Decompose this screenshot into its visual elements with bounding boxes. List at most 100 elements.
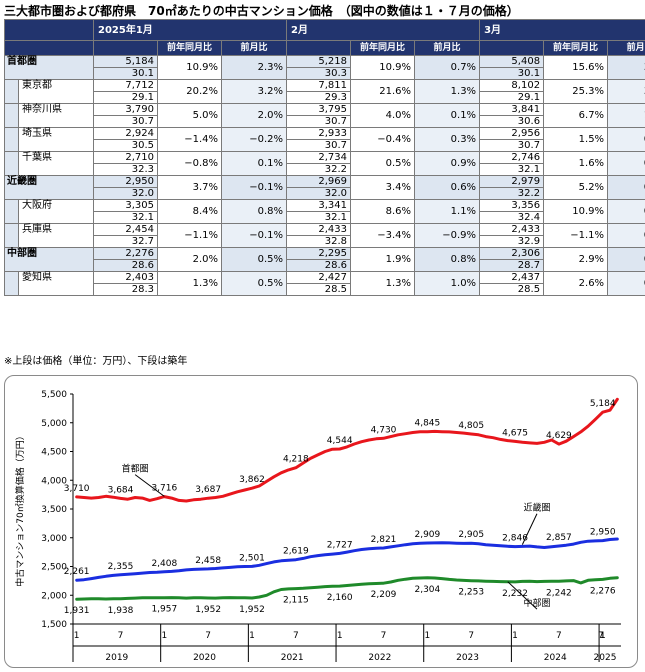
table-row: 首都圏 5,184 10.9% 2.3% 5,218 10.9% 0.7% 5,408 15.6… bbox=[4, 55, 645, 80]
data-label-chubu: 2,209 bbox=[371, 590, 397, 600]
data-label-shutoken: 3,716 bbox=[151, 484, 177, 494]
yoy-cell: 2.6% bbox=[543, 271, 609, 296]
y-tick-label: 5,000 bbox=[41, 419, 67, 429]
month-header-1: 2025年1月 bbox=[92, 19, 288, 41]
mom-cell: 0.4% bbox=[607, 151, 645, 176]
x-month-label: 1 bbox=[512, 631, 518, 641]
age-cell: 28.7 bbox=[479, 259, 545, 272]
age-cell: 29.3 bbox=[286, 91, 352, 104]
series-tag-chubu: 中部圏 bbox=[523, 597, 550, 609]
data-label-kinki: 2,821 bbox=[371, 535, 397, 545]
yoy-cell: −0.8% bbox=[157, 151, 222, 176]
indent-spacer bbox=[4, 127, 19, 152]
data-label-kinki: 2,950 bbox=[590, 528, 616, 538]
subheader-corner bbox=[4, 40, 94, 56]
table-row-age: 30.7 30.7 30.6 bbox=[5, 115, 645, 128]
x-month-label: 1 bbox=[249, 631, 255, 641]
price-cell: 8,102 bbox=[479, 79, 545, 92]
x-year-label: 2023 bbox=[456, 653, 479, 663]
age-cell: 30.3 bbox=[286, 67, 352, 80]
mom-cell: 3.6% bbox=[607, 55, 645, 80]
prefecture-name: 大阪府 bbox=[18, 199, 94, 224]
prefecture-name: 埼玉県 bbox=[18, 127, 94, 152]
age-cell: 32.8 bbox=[286, 235, 352, 248]
price-cell: 2,950 bbox=[93, 175, 158, 188]
series-tag-leader bbox=[134, 474, 165, 497]
yoy-cell: 1.6% bbox=[543, 151, 609, 176]
age-cell: 28.6 bbox=[286, 259, 352, 272]
mom-cell: 0.0% bbox=[607, 223, 645, 248]
indent-spacer bbox=[4, 199, 19, 224]
mom-cell: −0.1% bbox=[220, 175, 288, 200]
table-row-age: 28.3 28.5 28.5 bbox=[5, 283, 645, 296]
age-cell: 32.4 bbox=[479, 211, 545, 224]
table-row: 近畿圏2,9503.7%−0.1%2,9693.4%0.6%2,9795.2%0… bbox=[4, 175, 645, 200]
price-cell: 2,969 bbox=[286, 175, 352, 188]
subheader-yoy: 前年同月比 bbox=[543, 40, 609, 56]
yoy-cell: 20.2% bbox=[157, 79, 222, 104]
table-row: 愛知県2,4031.3%0.5%2,4271.3%1.0%2,4372.6%0.… bbox=[4, 271, 645, 296]
x-month-label: 7 bbox=[598, 631, 604, 641]
table-header-row: 2025年1月 2月 3月 bbox=[4, 19, 645, 41]
age-cell: 30.6 bbox=[479, 115, 545, 128]
data-label-kinki: 2,905 bbox=[458, 530, 484, 540]
subheader-price bbox=[286, 40, 352, 56]
price-cell: 3,341 bbox=[286, 199, 352, 212]
mom-cell: 0.5% bbox=[607, 247, 645, 272]
series-line-kinki bbox=[75, 537, 619, 582]
indent-spacer bbox=[4, 151, 19, 176]
yoy-cell: 4.0% bbox=[350, 103, 416, 128]
age-cell: 32.0 bbox=[286, 187, 352, 200]
table-row-age: 32.3 32.2 32.1 bbox=[5, 163, 645, 176]
price-cell: 2,276 bbox=[93, 247, 158, 260]
age-cell: 32.3 bbox=[93, 163, 158, 176]
x-month-label: 7 bbox=[205, 631, 211, 641]
price-table: 2025年1月 2月 3月 前年同月比 前月比 前年同月比 前月比 前年同月比 … bbox=[4, 19, 645, 296]
indent-spacer bbox=[4, 223, 19, 248]
yoy-cell: 6.7% bbox=[543, 103, 609, 128]
mom-cell: 3.7% bbox=[607, 79, 645, 104]
yoy-cell: −1.4% bbox=[157, 127, 222, 152]
yoy-cell: 15.6% bbox=[543, 55, 609, 80]
subheader-price bbox=[93, 40, 158, 56]
table-row-age: 30.5 30.7 30.7 bbox=[5, 139, 645, 152]
x-year-label: 2019 bbox=[105, 653, 128, 663]
x-month-label: 1 bbox=[600, 631, 606, 641]
x-month-label: 7 bbox=[293, 631, 299, 641]
data-label-shutoken: 4,218 bbox=[283, 455, 309, 465]
price-cell: 2,956 bbox=[479, 127, 545, 140]
prefecture-name: 東京都 bbox=[18, 79, 94, 104]
age-cell: 29.1 bbox=[479, 91, 545, 104]
prefecture-name: 兵庫県 bbox=[18, 223, 94, 248]
mom-cell: 0.8% bbox=[414, 247, 481, 272]
price-cell: 2,933 bbox=[286, 127, 352, 140]
data-label-chubu: 2,304 bbox=[414, 585, 440, 595]
data-label-kinki: 2,261 bbox=[64, 567, 90, 577]
yoy-cell: 1.3% bbox=[350, 271, 416, 296]
table-row: 兵庫県 2,454 −1.1% −0.1% 2,433 −3.4% −0.9% 2,433 −1… bbox=[4, 223, 645, 248]
price-cell: 2,979 bbox=[479, 175, 545, 188]
data-label-shutoken: 4,845 bbox=[414, 419, 440, 429]
x-year-label: 2024 bbox=[544, 653, 567, 663]
data-label-shutoken: 4,805 bbox=[458, 421, 484, 431]
yoy-cell: 1.5% bbox=[543, 127, 609, 152]
y-tick-label: 3,500 bbox=[41, 505, 67, 515]
mom-cell: 0.3% bbox=[607, 175, 645, 200]
mom-cell: 0.8% bbox=[220, 199, 288, 224]
y-tick-label: 3,000 bbox=[41, 534, 67, 544]
mom-cell: 2.3% bbox=[220, 55, 288, 80]
subheader-mom: 前月比 bbox=[607, 40, 645, 56]
age-cell: 29.1 bbox=[93, 91, 158, 104]
prefecture-name: 千葉県 bbox=[18, 151, 94, 176]
yoy-cell: 8.4% bbox=[157, 199, 222, 224]
price-cell: 3,305 bbox=[93, 199, 158, 212]
y-tick-label: 1,500 bbox=[41, 620, 67, 630]
price-cell: 3,795 bbox=[286, 103, 352, 116]
price-cell: 3,356 bbox=[479, 199, 545, 212]
table-subheader-row: 前年同月比 前月比 前年同月比 前月比 前年同月比 前月比 bbox=[4, 40, 645, 56]
mom-cell: 1.0% bbox=[414, 271, 481, 296]
mom-cell: 0.7% bbox=[414, 55, 481, 80]
x-month-label: 7 bbox=[468, 631, 474, 641]
data-label-kinki: 2,458 bbox=[195, 556, 221, 566]
age-cell: 30.5 bbox=[93, 139, 158, 152]
